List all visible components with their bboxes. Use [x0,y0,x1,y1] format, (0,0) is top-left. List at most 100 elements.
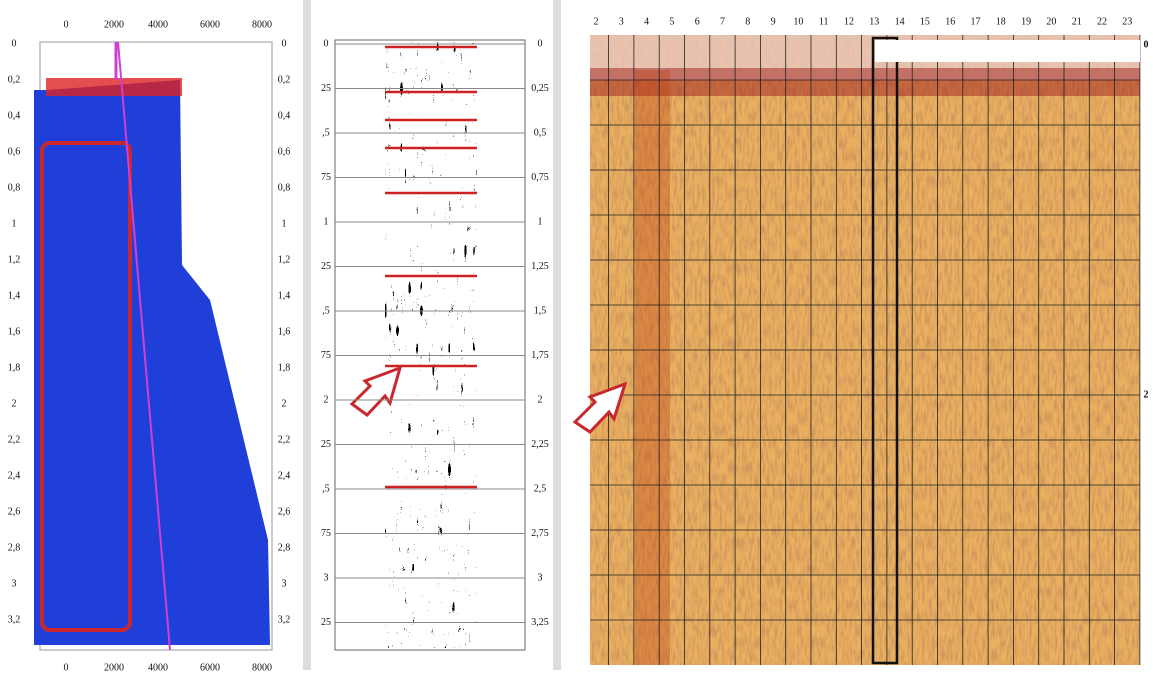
y-tick-label: 1,2 [8,254,21,265]
x-tick-label: 19 [1021,16,1031,27]
y-tick-label: 3,25 [531,617,549,628]
y-tick-label: 25 [321,83,331,94]
highlight-box [40,141,132,632]
middle-panel [303,0,561,670]
x-tick-label: 0 [64,19,69,30]
right-panel [572,35,1141,665]
y-tick-label: 1,75 [531,350,549,361]
arrow [349,365,403,417]
horizons [385,45,477,489]
y-tick-label: 0,4 [278,110,291,121]
x-tick-label: 8 [745,16,750,27]
x-tick-label: 2000 [104,662,124,673]
y-tick-label: ,5 [322,483,330,494]
y-tick-label: 2,2 [278,434,291,445]
x-tick-label: 6000 [200,19,220,30]
y-tick-label: 3,2 [8,614,21,625]
y-tick-label: 2,25 [531,439,549,450]
y-tick-label: 2,6 [8,506,21,517]
x-tick-label: 18 [996,16,1006,27]
y-tick-label: 0 [324,38,329,49]
y-tick-label: 25 [321,261,331,272]
y-tick-label: 2 [324,394,329,405]
y-tick-label: ,5 [322,305,330,316]
x-tick-label: 8000 [252,19,272,30]
x-tick-label: 6 [695,16,700,27]
y-tick-label: 0 [282,38,287,49]
y-tick-label: 3,2 [278,614,291,625]
y-tick-label: 2 [12,398,17,409]
y-tick-label: 1 [324,216,329,227]
near-trace-energy [635,70,670,665]
y-tick-label: 0 [12,38,17,49]
y-tick-label: 75 [321,172,331,183]
y-tick-label: 0,2 [278,74,291,85]
grid [590,35,1141,665]
well-path [117,41,171,651]
y-tick-label: 1 [282,218,287,229]
y-tick-label: 1,4 [278,290,291,301]
y-tick-label: 3 [324,572,329,583]
x-tick-label: 4000 [148,19,168,30]
x-tick-label: 23 [1122,16,1132,27]
divider [553,0,561,670]
x-tick-label: 13 [869,16,879,27]
y-tick-label: 0,4 [8,110,21,121]
y-tick-label: 0,2 [8,74,21,85]
x-tick-label: 20 [1046,16,1056,27]
y-tick-label: 2,5 [534,483,547,494]
x-tick-label: 7 [720,16,725,27]
y-tick-label: 0,6 [278,146,291,157]
y-tick-label: 3 [538,572,543,583]
y-tick-label: 0,6 [8,146,21,157]
arrow [572,381,628,434]
y-tick-label: 1,8 [8,362,21,373]
x-tick-label: 6000 [200,662,220,673]
y-tick-label: 1,6 [278,326,291,337]
y-tick-label: 2,4 [278,470,291,481]
x-tick-label: 4000 [148,662,168,673]
y-tick-label: 2,75 [531,528,549,539]
y-tick-label: 0,8 [8,182,21,193]
y-tick-label: 1,5 [534,305,547,316]
y-tick-label: 2,2 [8,434,21,445]
y-tick-label: 75 [321,350,331,361]
shallow-anomaly [46,78,182,96]
velocity-texture [34,80,270,645]
y-tick-label: 3 [12,578,17,589]
y-tick-label: 2,8 [8,542,21,553]
x-tick-label: 9 [771,16,776,27]
x-tick-label: 15 [920,16,930,27]
y-tick-label: 75 [321,528,331,539]
x-tick-label: 10 [793,16,803,27]
y-tick-label: 1 [538,216,543,227]
y-tick-label: 2,8 [278,542,291,553]
y-tick-label: 1,8 [278,362,291,373]
x-tick-label: 14 [895,16,905,27]
y-tick-label: 0 [538,38,543,49]
x-tick-label: 17 [971,16,981,27]
y-tick-label: 25 [321,617,331,628]
y-tick-label: 0,5 [534,127,547,138]
y-tick-label: 2,4 [8,470,21,481]
divider [303,0,311,670]
y-tick-label: 1,6 [8,326,21,337]
seismic-traces [385,42,477,648]
highlight-box [871,36,899,665]
y-tick-label: 2,6 [278,506,291,517]
y-tick-label: 0,25 [531,83,549,94]
y-tick-label: 2 [282,398,287,409]
y-tick-label: 0,8 [278,182,291,193]
x-tick-label: 21 [1072,16,1082,27]
y-tick-label: 2 [1144,389,1149,400]
x-tick-label: 5 [669,16,674,27]
x-tick-label: 22 [1097,16,1107,27]
y-tick-label: 1 [12,218,17,229]
x-tick-label: 2 [594,16,599,27]
y-tick-label: 0,75 [531,172,549,183]
x-tick-label: 2000 [104,19,124,30]
y-tick-label: 1,4 [8,290,21,301]
y-tick-label: 25 [321,439,331,450]
x-tick-label: 16 [945,16,955,27]
first-break [590,68,1140,96]
